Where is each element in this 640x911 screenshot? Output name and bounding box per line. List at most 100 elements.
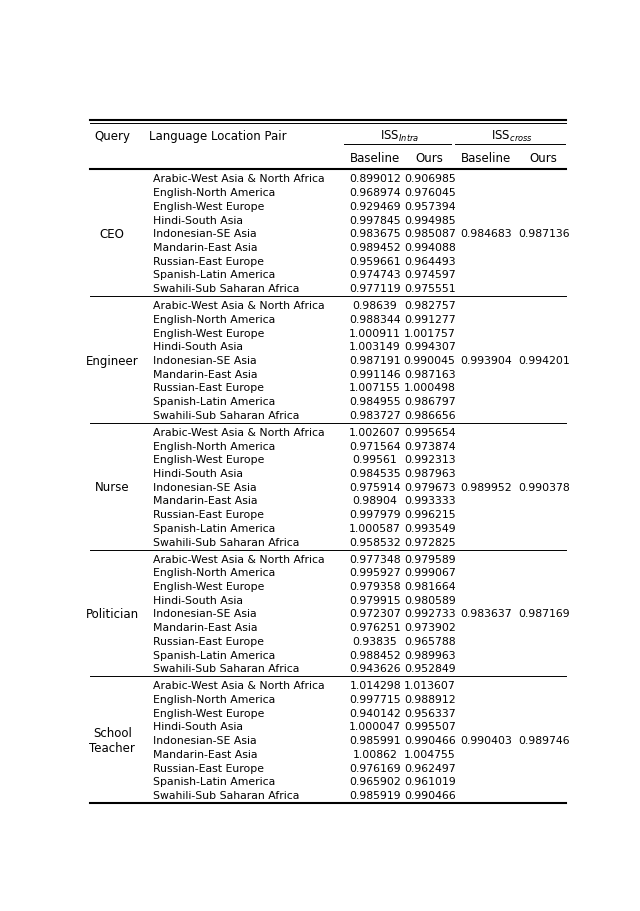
Text: 0.972825: 0.972825 [404,537,456,548]
Text: Ours: Ours [416,152,444,165]
Text: 0.987163: 0.987163 [404,370,456,380]
Text: Mandarin-East Asia: Mandarin-East Asia [154,496,258,507]
Text: Hindi-South Asia: Hindi-South Asia [154,722,243,732]
Text: 0.987136: 0.987136 [518,230,570,240]
Text: Russian-East Europe: Russian-East Europe [154,510,264,520]
Text: Swahili-Sub Saharan Africa: Swahili-Sub Saharan Africa [154,284,300,294]
Text: 0.983675: 0.983675 [349,230,401,240]
Text: 0.979358: 0.979358 [349,582,401,592]
Text: Russian-East Europe: Russian-East Europe [154,384,264,394]
Text: 0.940142: 0.940142 [349,709,401,719]
Text: 1.001757: 1.001757 [404,329,456,339]
Text: 1.000587: 1.000587 [349,524,401,534]
Text: Arabic-West Asia & North Africa: Arabic-West Asia & North Africa [154,555,325,565]
Text: Russian-East Europe: Russian-East Europe [154,637,264,647]
Text: Language Location Pair: Language Location Pair [149,130,287,143]
Text: Swahili-Sub Saharan Africa: Swahili-Sub Saharan Africa [154,411,300,421]
Text: 0.99561: 0.99561 [353,456,397,466]
Text: Query: Query [94,130,131,143]
Text: 0.973902: 0.973902 [404,623,456,633]
Text: 1.014298: 1.014298 [349,681,401,691]
Text: 0.971564: 0.971564 [349,442,401,452]
Text: 0.987963: 0.987963 [404,469,456,479]
Text: 0.993549: 0.993549 [404,524,456,534]
Text: 0.981664: 0.981664 [404,582,456,592]
Text: 0.943626: 0.943626 [349,664,401,674]
Text: English-North America: English-North America [154,695,276,705]
Text: 0.975551: 0.975551 [404,284,456,294]
Text: Russian-East Europe: Russian-East Europe [154,763,264,773]
Text: 0.980589: 0.980589 [404,596,456,606]
Text: 0.994985: 0.994985 [404,216,456,226]
Text: 0.989452: 0.989452 [349,243,401,253]
Text: Spanish-Latin America: Spanish-Latin America [154,524,276,534]
Text: Mandarin-East Asia: Mandarin-East Asia [154,370,258,380]
Text: 0.985087: 0.985087 [404,230,456,240]
Text: Arabic-West Asia & North Africa: Arabic-West Asia & North Africa [154,174,325,184]
Text: Politician: Politician [86,608,139,621]
Text: 0.997979: 0.997979 [349,510,401,520]
Text: 0.993333: 0.993333 [404,496,456,507]
Text: 1.007155: 1.007155 [349,384,401,394]
Text: 0.952849: 0.952849 [404,664,456,674]
Text: 0.976251: 0.976251 [349,623,401,633]
Text: 0.973874: 0.973874 [404,442,456,452]
Text: 0.956337: 0.956337 [404,709,456,719]
Text: 0.990378: 0.990378 [518,483,570,493]
Text: English-West Europe: English-West Europe [154,201,265,211]
Text: 0.997845: 0.997845 [349,216,401,226]
Text: Hindi-South Asia: Hindi-South Asia [154,343,243,353]
Text: 0.994307: 0.994307 [404,343,456,353]
Text: English-North America: English-North America [154,315,276,325]
Text: 0.990045: 0.990045 [404,356,456,366]
Text: Arabic-West Asia & North Africa: Arabic-West Asia & North Africa [154,428,325,438]
Text: ISS$_{Intra}$: ISS$_{Intra}$ [380,129,420,145]
Text: 0.965902: 0.965902 [349,777,401,787]
Text: ISS$_{cross}$: ISS$_{cross}$ [492,129,533,145]
Text: Baseline: Baseline [461,152,511,165]
Text: 0.990466: 0.990466 [404,736,456,746]
Text: 0.991146: 0.991146 [349,370,401,380]
Text: 0.899012: 0.899012 [349,174,401,184]
Text: 0.958532: 0.958532 [349,537,401,548]
Text: 0.991277: 0.991277 [404,315,456,325]
Text: 0.993904: 0.993904 [460,356,511,366]
Text: Arabic-West Asia & North Africa: Arabic-West Asia & North Africa [154,301,325,311]
Text: 0.977119: 0.977119 [349,284,401,294]
Text: 0.992733: 0.992733 [404,609,456,619]
Text: 0.987169: 0.987169 [518,609,570,619]
Text: Engineer: Engineer [86,354,139,367]
Text: 0.985919: 0.985919 [349,791,401,801]
Text: 0.983727: 0.983727 [349,411,401,421]
Text: 0.93835: 0.93835 [353,637,397,647]
Text: 1.000911: 1.000911 [349,329,401,339]
Text: 0.976045: 0.976045 [404,188,456,198]
Text: Spanish-Latin America: Spanish-Latin America [154,397,276,407]
Text: 0.984955: 0.984955 [349,397,401,407]
Text: 0.974743: 0.974743 [349,271,401,281]
Text: 1.003149: 1.003149 [349,343,401,353]
Text: 0.997715: 0.997715 [349,695,401,705]
Text: English-North America: English-North America [154,188,276,198]
Text: Hindi-South Asia: Hindi-South Asia [154,216,243,226]
Text: Indonesian-SE Asia: Indonesian-SE Asia [154,609,257,619]
Text: 0.996215: 0.996215 [404,510,456,520]
Text: Spanish-Latin America: Spanish-Latin America [154,271,276,281]
Text: 0.987191: 0.987191 [349,356,401,366]
Text: Hindi-South Asia: Hindi-South Asia [154,596,243,606]
Text: 0.965788: 0.965788 [404,637,456,647]
Text: 1.000047: 1.000047 [349,722,401,732]
Text: 0.98904: 0.98904 [353,496,397,507]
Text: Mandarin-East Asia: Mandarin-East Asia [154,750,258,760]
Text: 0.98639: 0.98639 [353,301,397,311]
Text: 0.984535: 0.984535 [349,469,401,479]
Text: 0.977348: 0.977348 [349,555,401,565]
Text: Spanish-Latin America: Spanish-Latin America [154,777,276,787]
Text: 0.906985: 0.906985 [404,174,456,184]
Text: 0.968974: 0.968974 [349,188,401,198]
Text: Swahili-Sub Saharan Africa: Swahili-Sub Saharan Africa [154,664,300,674]
Text: Swahili-Sub Saharan Africa: Swahili-Sub Saharan Africa [154,537,300,548]
Text: 0.983637: 0.983637 [460,609,511,619]
Text: 0.994201: 0.994201 [518,356,570,366]
Text: 0.995507: 0.995507 [404,722,456,732]
